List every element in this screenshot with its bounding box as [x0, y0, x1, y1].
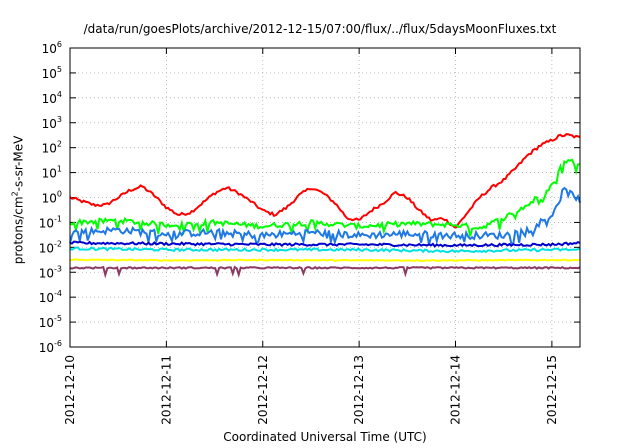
y-tick-label: 102 [42, 140, 62, 156]
y-tick-exponent: 4 [57, 90, 62, 99]
x-tick-label: 2012-12-13 [352, 355, 366, 425]
y-tick-exponent: -3 [54, 264, 62, 273]
series-line-3 [69, 186, 581, 246]
y-tick-label: 10-5 [39, 314, 62, 330]
y-tick-exponent: 0 [57, 190, 62, 199]
x-axis-label: Coordinated Universal Time (UTC) [223, 430, 427, 444]
x-tick-label: 2012-12-11 [159, 355, 173, 425]
series-line-5 [69, 246, 581, 254]
y-tick-exponent: 5 [57, 65, 62, 74]
y-tick-label: 106 [42, 40, 62, 56]
x-tick-label: 2012-12-10 [63, 355, 77, 425]
y-tick-exponent: 2 [57, 140, 62, 149]
y-tick-exponent: 3 [57, 115, 62, 124]
series-line-2 [69, 158, 581, 237]
series-line-7 [69, 265, 581, 279]
y-tick-exponent: -4 [54, 289, 62, 298]
y-tick-exponent: 1 [57, 165, 62, 174]
y-tick-label: 100 [42, 190, 62, 206]
y-tick-label: 104 [42, 90, 62, 106]
y-tick-label: 101 [42, 165, 62, 181]
y-tick-exponent: -6 [54, 339, 62, 348]
chart-title: /data/run/goesPlots/archive/2012-12-15/0… [83, 22, 557, 36]
y-tick-label: 10-1 [39, 214, 62, 230]
y-tick-exponent: -5 [54, 314, 62, 323]
y-tick-label: 10-6 [39, 339, 62, 355]
series-line-6 [70, 258, 581, 262]
y-tick-label: 10-3 [39, 264, 62, 280]
y-tick-exponent: 6 [57, 40, 62, 49]
plot-frame [69, 47, 581, 348]
y-tick-label: 10-4 [39, 289, 62, 305]
series-line-4 [69, 240, 581, 248]
y-tick-label: 103 [42, 115, 62, 131]
x-tick-label: 2012-12-12 [256, 355, 270, 425]
y-tick-exponent: -2 [54, 239, 62, 248]
y-tick-label: 105 [42, 65, 62, 81]
x-tick-label: 2012-12-15 [545, 355, 559, 425]
series-line-1 [69, 133, 581, 229]
x-tick-label: 2012-12-14 [449, 355, 463, 425]
y-tick-exponent: -1 [54, 214, 62, 223]
y-tick-label: 10-2 [39, 239, 62, 255]
